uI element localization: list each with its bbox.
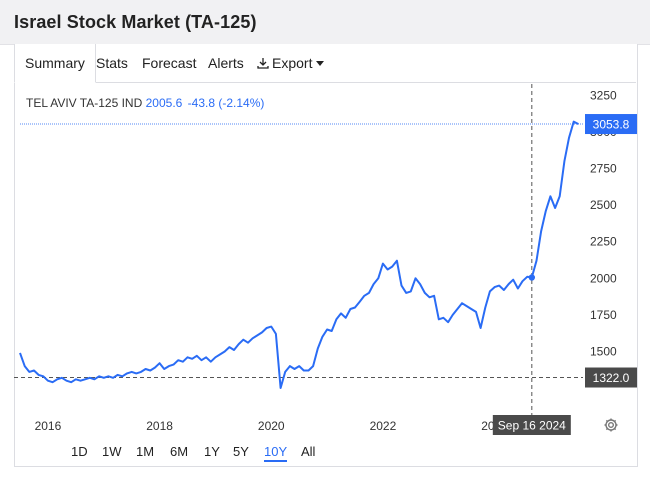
crosshair-x-label: Sep 16 2024: [498, 419, 566, 433]
series-line: [19, 120, 579, 389]
crosshair-point: [528, 274, 536, 281]
chevron-down-icon: [316, 60, 325, 66]
tab-alerts[interactable]: Alerts: [208, 44, 244, 82]
chart-panel: [14, 44, 638, 467]
legend-name: TEL AVIV TA-125 IND: [26, 96, 143, 110]
tab-summary-label: Summary: [25, 55, 85, 71]
last-value-label: 3053.8: [593, 118, 630, 132]
page-header: Israel Stock Market (TA-125): [0, 0, 650, 45]
tab-alerts-label: Alerts: [208, 55, 244, 71]
range-1w[interactable]: 1W: [102, 444, 122, 459]
tab-stats[interactable]: Stats: [96, 44, 128, 82]
download-icon: [257, 57, 269, 69]
range-5y[interactable]: 5Y: [233, 444, 249, 459]
x-tick-label: 2016: [35, 419, 62, 433]
legend-change: -43.8 (-2.14%): [187, 96, 265, 110]
tab-bar: Summary Stats Forecast Alerts Export: [14, 44, 636, 83]
range-1m[interactable]: 1M: [136, 444, 155, 459]
y-tick-label: 3250: [590, 88, 617, 102]
x-tick-label: 2018: [146, 419, 173, 433]
y-tick-label: 2000: [590, 271, 617, 285]
y-tick-label: 1750: [590, 308, 617, 322]
range-all[interactable]: All: [301, 444, 316, 459]
y-tick-label: 2750: [590, 162, 617, 176]
tab-export-label: Export: [272, 55, 313, 71]
range-6m[interactable]: 6M: [170, 444, 189, 459]
y-tick-label: 2250: [590, 235, 617, 249]
last-value-label-bg: [585, 114, 637, 135]
range-1y[interactable]: 1Y: [204, 444, 220, 459]
tab-stats-label: Stats: [96, 55, 128, 71]
range-1d[interactable]: 1D: [71, 444, 88, 459]
gear-icon[interactable]: [603, 417, 619, 433]
crosshair-y-label: 1322.0: [593, 371, 630, 385]
x-tick-label: 2022: [370, 419, 397, 433]
x-tick-label: 2020: [258, 419, 285, 433]
crosshair-x-label-bg: [492, 415, 571, 435]
tab-export[interactable]: Export: [257, 44, 325, 82]
range-10y[interactable]: 10Y: [264, 444, 288, 462]
crosshair-y-label-bg: [585, 367, 637, 388]
legend-value: 2005.6: [145, 96, 183, 110]
page-title: Israel Stock Market (TA-125): [14, 12, 257, 32]
tab-forecast-label: Forecast: [142, 55, 197, 71]
chart-legend: TEL AVIV TA-125 IND 2005.6 -43.8 (-2.14%…: [26, 96, 264, 110]
y-tick-label: 2500: [590, 198, 617, 212]
range-selector: 1D 1W 1M 6M 1Y 5Y 10Y All: [14, 440, 636, 466]
tab-summary[interactable]: Summary: [14, 44, 96, 83]
y-tick-label: 1500: [590, 344, 617, 358]
tab-forecast[interactable]: Forecast: [142, 44, 196, 82]
